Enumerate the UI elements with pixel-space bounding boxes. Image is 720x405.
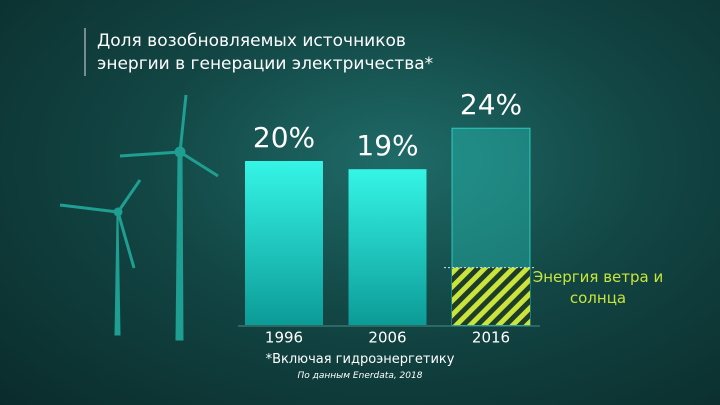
value-label: 20% xyxy=(253,121,315,154)
value-label: 19% xyxy=(356,129,418,162)
x-tick-label: 2006 xyxy=(368,329,406,347)
source: По данным Enerdata, 2018 xyxy=(297,371,423,381)
value-label: 24% xyxy=(460,88,522,121)
bar xyxy=(245,161,323,325)
wind-turbines xyxy=(59,94,219,341)
x-tick-label: 1996 xyxy=(265,329,303,347)
bar xyxy=(348,169,427,325)
chart-title: Доля возобновляемых источников энергии в… xyxy=(97,31,434,74)
highlight-label: Энергия ветра и солнца xyxy=(532,268,664,307)
highlight-segment xyxy=(452,267,530,325)
x-tick-label: 2016 xyxy=(472,329,510,347)
footnote: *Включая гидроэнергетику xyxy=(265,352,455,367)
